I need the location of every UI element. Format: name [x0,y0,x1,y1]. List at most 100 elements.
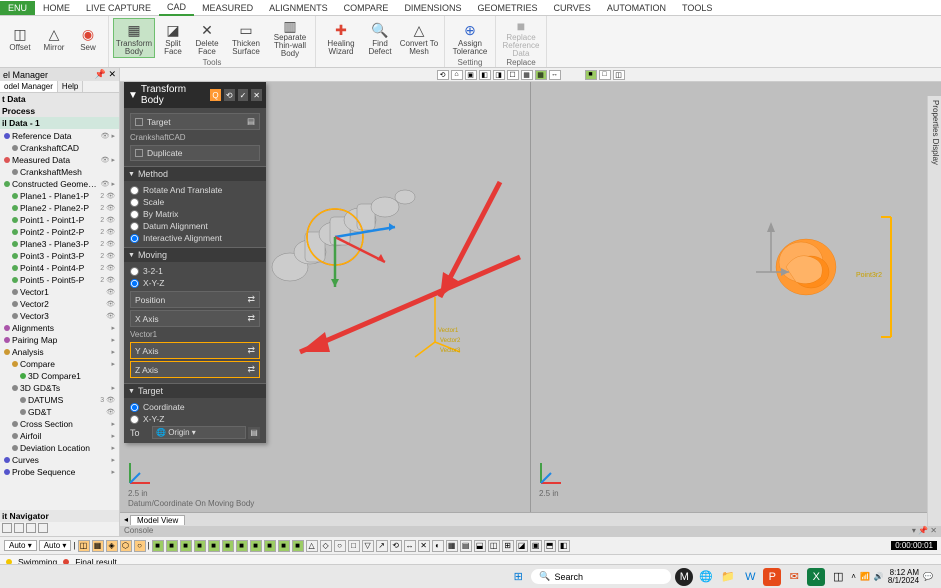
btb-g9[interactable]: ■ [264,540,276,552]
mirror-button[interactable]: △Mirror [38,18,70,58]
btb-m10[interactable]: ◐ [432,540,444,552]
btb-g8[interactable]: ■ [250,540,262,552]
vtb-sel[interactable]: ☐ [507,70,519,80]
tree-item[interactable]: Compare▸ [2,358,117,370]
tree-item[interactable]: Reference Data👁 ▸ [2,130,117,142]
tb-mv-xyz[interactable]: X-Y-Z [130,277,260,289]
tb-tg-xyz[interactable]: X-Y-Z [130,413,260,425]
vtb-wire[interactable]: □ [599,70,611,80]
btb-m18[interactable]: ⬒ [544,540,556,552]
app-icon-edge[interactable]: 🌐 [697,568,715,586]
tree-item[interactable]: Point5 - Point5-P2 👁 [2,274,117,286]
tab-cad[interactable]: CAD [159,0,194,16]
console-close[interactable]: ▾ 📌 ✕ [912,526,937,536]
vtb-fit[interactable]: ▣ [465,70,477,80]
tree-item[interactable]: Vector2👁 [2,298,117,310]
tree-item[interactable]: Vector3👁 [2,310,117,322]
vtb-multi[interactable]: ▦ [521,70,533,80]
btb-1[interactable]: ◫ [78,540,90,552]
app-icon-word[interactable]: W [741,568,759,586]
btb-g11[interactable]: ■ [292,540,304,552]
tb-duplicate-button[interactable]: Duplicate [130,145,260,161]
vtb-hidden[interactable]: ◫ [613,70,625,80]
tb-reset-icon[interactable]: ⟲ [224,89,235,101]
tree-item[interactable]: Airfoil▸ [2,430,117,442]
viewport-3d[interactable]: ▼ Transform Body Q ⟲ ✓ ✕ Target▤ Cranksh… [120,82,941,512]
delete-face-button[interactable]: ✕Delete Face [191,18,223,58]
vtb-home[interactable]: ⌂ [451,70,463,80]
thicken-button[interactable]: ▭Thicken Surface [225,18,267,58]
tray-wifi[interactable]: 📶 [860,572,870,581]
vtb-measure[interactable]: ↔ [549,70,561,80]
tb-opt-datum[interactable]: Datum Alignment [130,220,260,232]
tb-xaxis-row[interactable]: X Axis⇄ [130,310,260,327]
convert-mesh-button[interactable]: △Convert To Mesh [398,18,440,58]
app-icon-excel[interactable]: X [807,568,825,586]
btb-m9[interactable]: ✕ [418,540,430,552]
tree-item[interactable]: GD&T👁 [2,406,117,418]
btb-m2[interactable]: ◇ [320,540,332,552]
tb-opt-scale[interactable]: Scale [130,196,260,208]
tray-vol[interactable]: 🔊 [874,572,884,581]
tree-item[interactable]: Cross Section▸ [2,418,117,430]
btb-g7[interactable]: ■ [236,540,248,552]
view-tab-model[interactable]: Model View [130,515,185,525]
split-face-button[interactable]: ◪Split Face [157,18,189,58]
tb-target-title[interactable]: Target [124,384,266,398]
btb-m3[interactable]: ○ [334,540,346,552]
mm-tab-help[interactable]: Help [58,81,83,92]
btb-3[interactable]: ◈ [106,540,118,552]
tb-help-icon[interactable]: Q [210,89,221,101]
auto-select-2[interactable]: Auto ▾ [39,540,72,551]
vtb-iso1[interactable]: ◧ [479,70,491,80]
tab-curves[interactable]: CURVES [545,1,598,15]
taskbar-search[interactable]: 🔍 Search [531,569,671,584]
tree-item[interactable]: 3D GD&Ts▸ [2,382,117,394]
tree-section-data1[interactable]: il Data - 1 [0,117,119,129]
tab-home[interactable]: HOME [35,1,78,15]
replace-ref-button[interactable]: ■Replace Reference Data [500,18,542,58]
tab-dimensions[interactable]: DIMENSIONS [396,1,469,15]
find-defect-button[interactable]: 🔍Find Defect [364,18,396,58]
panel-close-icon[interactable]: 📌 ✕ [95,69,116,80]
btb-4[interactable]: ⬡ [120,540,132,552]
tree-section-data[interactable]: t Data [0,93,119,105]
tree-item[interactable]: Probe Sequence▸ [2,466,117,478]
tb-header[interactable]: ▼ Transform Body Q ⟲ ✓ ✕ [124,82,266,108]
tb-yaxis-row[interactable]: Y Axis⇄ [130,342,260,359]
tree-item[interactable]: Deviation Location▸ [2,442,117,454]
navigator-section[interactable]: it Navigator [0,510,119,522]
tb-mv-321[interactable]: 3-2-1 [130,265,260,277]
tb-close-icon[interactable]: ✕ [251,89,262,101]
tree-item[interactable]: Point3 - Point3-P2 👁 [2,250,117,262]
tree-item[interactable]: CrankshaftMesh [2,166,117,178]
btb-g10[interactable]: ■ [278,540,290,552]
tab-geometries[interactable]: GEOMETRIES [469,1,545,15]
tree-item[interactable]: DATUMS3 👁 [2,394,117,406]
tb-moving-title[interactable]: Moving [124,248,266,262]
tb-opt-interactive[interactable]: Interactive Alignment [130,232,260,244]
btb-m14[interactable]: ◫ [488,540,500,552]
btb-g6[interactable]: ■ [222,540,234,552]
app-icon-outlook[interactable]: ✉ [785,568,803,586]
tree-section-process[interactable]: Process [0,105,119,117]
tb-ok-icon[interactable]: ✓ [238,89,249,101]
tree-item[interactable]: Vector1👁 [2,286,117,298]
tb-opt-rotate[interactable]: Rotate And Translate [130,184,260,196]
tb-target-button[interactable]: Target▤ [130,113,260,130]
menu-tab[interactable]: ENU [0,1,35,15]
mm-tab-main[interactable]: odel Manager [0,81,58,92]
tb-to-field[interactable]: 🌐 Origin ▾ [152,426,246,439]
tree-item[interactable]: Constructed Geometries👁 ▸ [2,178,117,190]
tb-zaxis-row[interactable]: Z Axis⇄ [130,361,260,378]
btb-m15[interactable]: ⊞ [502,540,514,552]
tree-item[interactable]: Plane2 - Plane2-P2 👁 [2,202,117,214]
tab-tools[interactable]: TOOLS [674,1,720,15]
mm-icon-1[interactable] [2,523,12,533]
btb-m16[interactable]: ◪ [516,540,528,552]
tree-item[interactable]: CrankshaftCAD [2,142,117,154]
tb-opt-matrix[interactable]: By Matrix [130,208,260,220]
tree-item[interactable]: Point4 - Point4-P2 👁 [2,262,117,274]
assign-tol-button[interactable]: ⊕Assign Tolerance [449,18,491,58]
btb-5[interactable]: ○ [134,540,146,552]
